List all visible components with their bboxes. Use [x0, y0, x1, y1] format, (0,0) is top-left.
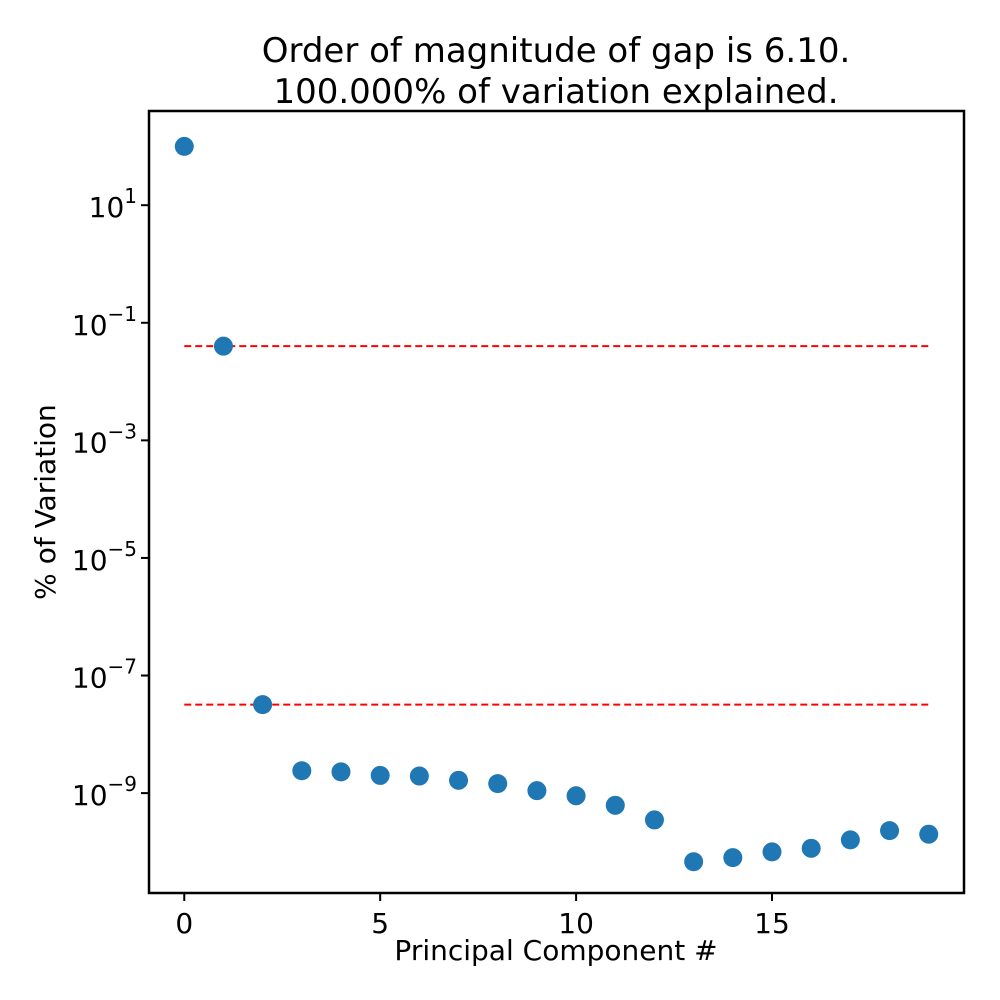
- data-point: [292, 761, 312, 781]
- data-point: [880, 821, 900, 841]
- x-tick-label: 15: [754, 907, 790, 940]
- chart-title: Order of magnitude of gap is 6.10.: [262, 31, 851, 71]
- reference-lines: [184, 345, 929, 706]
- x-axis-label: Principal Component #: [394, 934, 717, 967]
- y-tick-label: 10−1: [72, 302, 137, 342]
- x-axis-ticks: 0 5 10 15: [175, 893, 790, 940]
- data-points: [174, 136, 939, 872]
- data-point: [253, 695, 273, 715]
- y-axis-label: % of Variation: [29, 404, 62, 600]
- data-point: [762, 842, 782, 862]
- data-point: [684, 852, 704, 872]
- y-tick-label: 10−9: [72, 772, 137, 812]
- x-tick-label: 5: [371, 907, 389, 940]
- y-tick-label: 10−5: [72, 537, 137, 577]
- y-tick-label: 10−7: [72, 655, 137, 695]
- chart-subtitle: 100.000% of variation explained.: [273, 72, 838, 112]
- data-point: [409, 766, 429, 786]
- data-point: [213, 336, 233, 356]
- data-point: [644, 810, 664, 830]
- data-point: [840, 830, 860, 850]
- x-tick-label: 0: [175, 907, 193, 940]
- data-point: [801, 838, 821, 858]
- x-tick-label: 10: [558, 907, 594, 940]
- data-point: [566, 786, 586, 806]
- data-point: [449, 770, 469, 790]
- data-point: [370, 765, 390, 785]
- data-point: [488, 774, 508, 794]
- y-tick-label: 10−3: [72, 419, 137, 459]
- data-point: [331, 762, 351, 782]
- data-point: [723, 848, 743, 868]
- data-point: [174, 136, 194, 156]
- y-axis-ticks: 101 10−1 10−3 10−5 10−7 10−9: [72, 184, 149, 812]
- plot-frame: [147, 109, 966, 895]
- y-tick-label: 101: [89, 184, 137, 224]
- data-point: [527, 781, 547, 801]
- data-point: [605, 795, 625, 815]
- data-point: [919, 824, 939, 844]
